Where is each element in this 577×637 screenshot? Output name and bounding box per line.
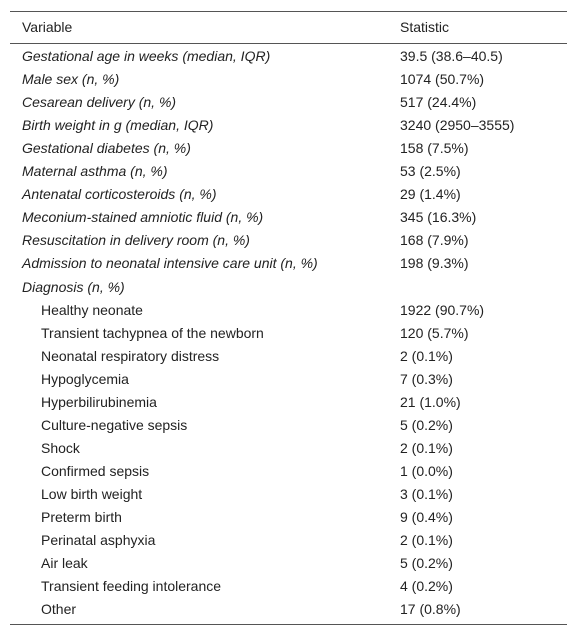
statistic-cell: 168 (7.9%) [400,232,469,249]
subvariable-cell: Culture-negative sepsis [41,416,188,433]
statistic-cell: 345 (16.3%) [400,209,477,226]
statistic-cell: 517 (24.4%) [400,94,477,111]
statistic-cell: 2 (0.1%) [400,439,453,456]
statistic-cell: 158 (7.5%) [400,140,469,157]
statistic-cell: 5 (0.2%) [400,416,453,433]
variable-cell: Male sex (n, %) [22,71,120,88]
header-rule [10,43,567,44]
subvariable-cell: Preterm birth [41,509,122,525]
subvariable-cell: Air leak [41,555,88,572]
statistic-cell: 7 (0.3%) [400,370,453,387]
variable-cell: Maternal asthma (n, %) [22,163,168,180]
variable-cell: Meconium-stained amniotic fluid (n, %) [22,209,264,226]
statistic-cell: 3 (0.1%) [400,485,453,502]
variable-cell: Cesarean delivery (n, %) [22,94,177,111]
statistic-cell: 5 (0.2%) [400,555,453,572]
subvariable-cell: Low birth weight [41,485,143,502]
variable-cell: Antenatal corticosteroids (n, %) [22,186,217,203]
subvariable-cell: Shock [41,439,80,456]
subvariable-cell: Confirmed sepsis [41,462,150,479]
statistic-cell: 198 (9.3%) [400,255,469,272]
statistic-cell: 21 (1.0%) [400,393,461,410]
variable-cell: Admission to neonatal intensive care uni… [22,255,318,272]
subvariable-cell: Transient feeding intolerance [41,578,222,595]
statistic-cell: 17 (0.8%) [400,601,461,618]
header-cell: Variable [22,19,73,35]
statistic-cell: 2 (0.1%) [400,532,453,549]
header-cell: Statistic [400,19,450,35]
top-rule [10,11,567,12]
statistic-cell: 29 (1.4%) [400,186,461,203]
variable-cell: Gestational age in weeks (median, IQR) [22,48,271,64]
statistic-cell: 53 (2.5%) [400,163,461,180]
statistic-cell: 1922 (90.7%) [400,301,485,318]
statistic-cell: 39.5 (38.6–40.5) [400,48,503,64]
subvariable-cell: Healthy neonate [41,301,143,318]
group-label: Diagnosis (n, %) [22,278,125,295]
subvariable-cell: Transient tachypnea of the newborn [41,324,264,341]
variable-cell: Resuscitation in delivery room (n, %) [22,232,250,249]
statistic-cell: 9 (0.4%) [400,509,453,525]
statistic-cell: 3240 (2950–3555) [400,117,515,134]
subvariable-cell: Other [41,601,77,618]
variable-cell: Gestational diabetes (n, %) [22,140,191,157]
statistic-cell: 1074 (50.7%) [400,71,485,88]
subvariable-cell: Hypoglycemia [41,370,129,387]
subvariable-cell: Perinatal asphyxia [41,532,156,549]
subvariable-cell: Neonatal respiratory distress [41,347,220,364]
statistic-cell: 120 (5.7%) [400,324,469,341]
statistic-cell: 1 (0.0%) [400,462,453,479]
statistic-cell: 2 (0.1%) [400,347,453,364]
variable-cell: Birth weight in g (median, IQR) [22,117,214,134]
subvariable-cell: Hyperbilirubinemia [41,393,157,410]
bottom-rule [10,624,567,625]
statistic-cell: 4 (0.2%) [400,578,453,595]
